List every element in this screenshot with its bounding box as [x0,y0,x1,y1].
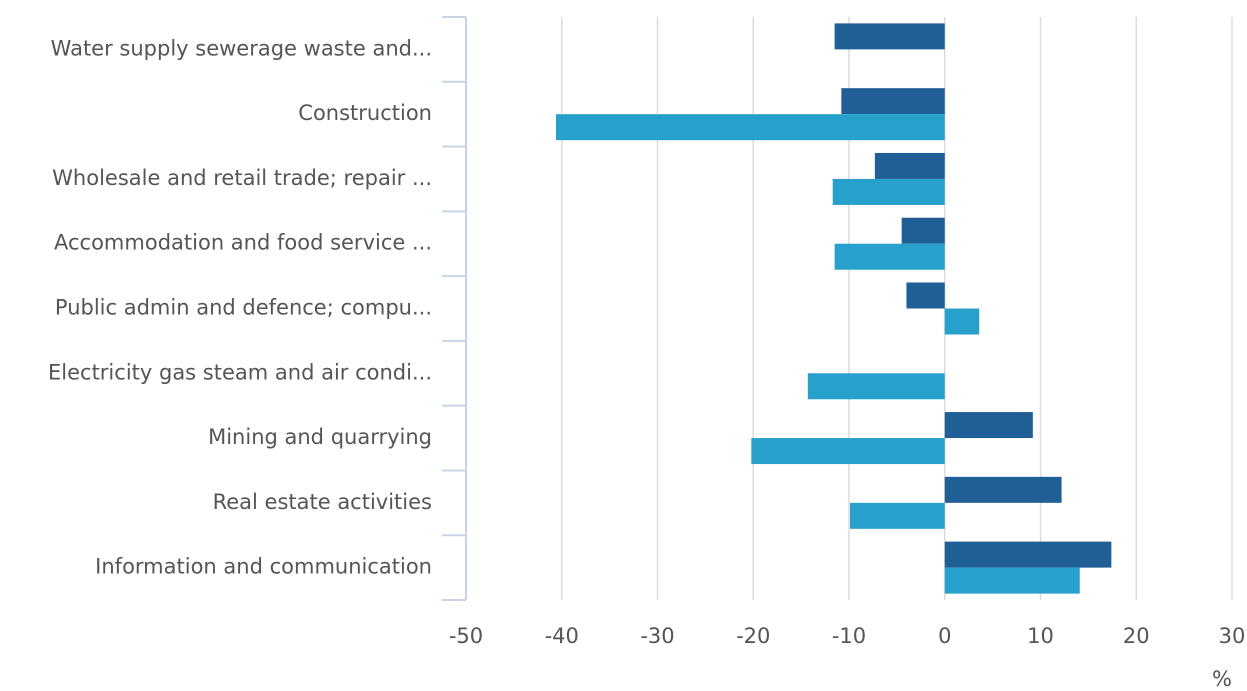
bar [834,23,945,50]
x-tick-label: 30 [1219,624,1246,648]
y-tick-label: Construction [298,101,432,125]
bar [874,152,945,179]
y-tick-label: Water supply sewerage waste and... [51,36,432,60]
y-tick-label: Mining and quarrying [208,425,432,449]
y-tick-label: Electricity gas steam and air condi... [48,360,432,384]
bar [832,178,945,205]
x-tick-label: -10 [832,624,866,648]
x-tick-label: -30 [640,624,674,648]
y-tick-label: Information and communication [95,555,432,579]
y-tick-label: Public admin and defence; compu... [55,296,432,320]
x-tick-label: 0 [938,624,951,648]
bar [556,114,945,141]
bar [901,217,945,244]
bar [944,308,980,335]
bar [944,541,1112,568]
x-axis-label: % [1212,667,1232,691]
bar [906,282,945,309]
x-tick-label: -50 [449,624,483,648]
bar [944,476,1062,503]
bar [751,438,945,465]
y-tick-label: Real estate activities [213,490,432,514]
x-tick-label: -40 [545,624,579,648]
y-tick-label: Wholesale and retail trade; repair ... [52,166,432,190]
bar [841,88,945,115]
bar [849,502,945,529]
x-tick-label: 10 [1027,624,1054,648]
bar [807,373,945,400]
x-tick-label: 20 [1123,624,1150,648]
y-tick-label: Accommodation and food service ... [54,231,432,255]
x-tick-label: -20 [736,624,770,648]
bar [834,243,945,270]
bar [944,567,1080,594]
bar [944,412,1033,439]
